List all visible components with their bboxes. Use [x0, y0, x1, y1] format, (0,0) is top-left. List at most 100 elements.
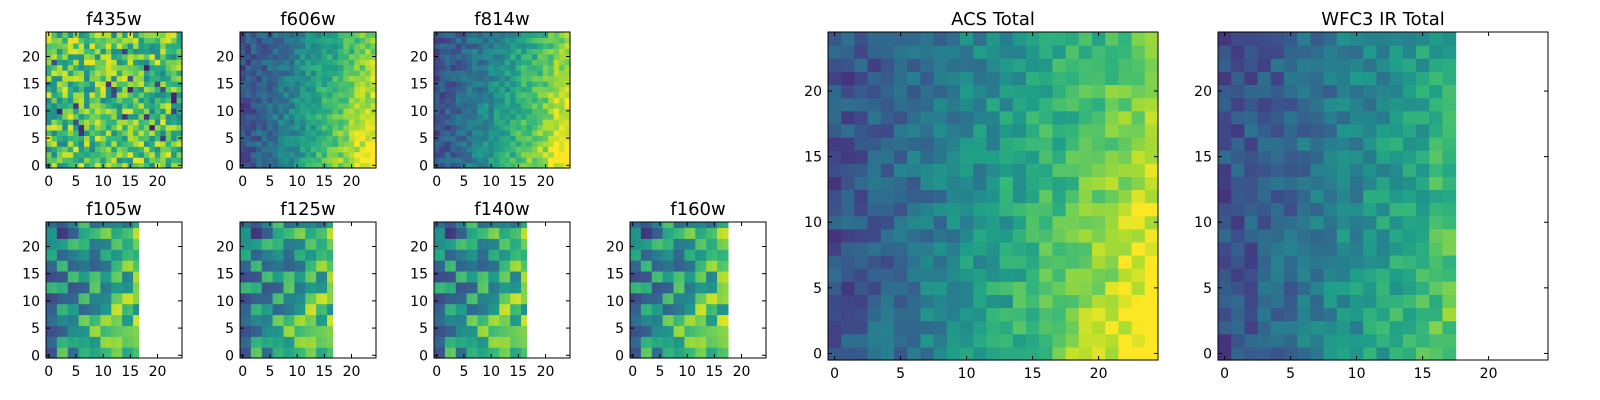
heatmap-cell [504, 227, 511, 234]
heatmap-cell [472, 75, 479, 82]
heatmap-cell [1218, 71, 1232, 86]
heatmap-cell [1231, 150, 1245, 164]
heatmap-cell [439, 151, 446, 158]
heatmap-cell [316, 270, 323, 277]
y-tick-label: 10 [410, 104, 428, 120]
heatmap-cell [466, 32, 473, 39]
heatmap-cell [84, 162, 91, 169]
heatmap-cell [920, 71, 935, 86]
heatmap-cell [1244, 110, 1259, 125]
heatmap-cell [1039, 110, 1053, 125]
heatmap-cell [684, 319, 691, 326]
heatmap-cell [920, 215, 935, 230]
heatmap-cell [1336, 150, 1351, 164]
heatmap-cell [105, 86, 112, 93]
heatmap-cell [111, 91, 118, 98]
heatmap-cell [89, 319, 96, 326]
heatmap-cell [1012, 255, 1027, 269]
heatmap-cell [553, 37, 560, 44]
heatmap-cell [105, 42, 112, 49]
heatmap-cell [472, 276, 479, 283]
heatmap-cell [439, 243, 446, 250]
heatmap-cell [466, 270, 473, 277]
heatmap-cell [1310, 150, 1325, 164]
heatmap-cell [920, 346, 935, 361]
heatmap-cell [245, 254, 252, 261]
heatmap-cell [548, 70, 555, 77]
heatmap-cell [299, 325, 306, 332]
heatmap-cell [472, 124, 479, 131]
heatmap-cell [717, 232, 724, 239]
heatmap-cell [1416, 136, 1430, 151]
heatmap-cell [127, 113, 134, 120]
heatmap-cell [973, 97, 987, 112]
heatmap-cell [635, 227, 642, 234]
heatmap-cell [933, 163, 948, 177]
heatmap-cell [116, 151, 123, 158]
heatmap-cell [1131, 45, 1146, 59]
heatmap-cell [986, 215, 1001, 230]
heatmap-cell [370, 48, 377, 55]
heatmap-cell [651, 309, 658, 316]
heatmap-cell [78, 146, 85, 153]
heatmap-cell [1297, 215, 1311, 230]
heatmap-cell [510, 124, 517, 131]
heatmap-cell [100, 80, 107, 87]
heatmap-cell [1105, 84, 1119, 99]
heatmap-cell [1429, 136, 1443, 151]
heatmap-cell [299, 113, 306, 120]
heatmap-cell [176, 97, 183, 104]
heatmap-cell [133, 48, 140, 55]
heatmap-cell [1284, 71, 1298, 86]
heatmap-cell [960, 84, 974, 99]
heatmap-cell [1026, 307, 1040, 322]
heatmap-cell [706, 287, 713, 294]
heatmap-cell [1118, 71, 1133, 86]
heatmap-cell [272, 97, 279, 104]
heatmap-cell [305, 325, 312, 332]
heatmap-cell [354, 129, 361, 136]
heatmap-cell [305, 80, 312, 87]
heatmap-cell [439, 97, 446, 104]
heatmap-cell [245, 270, 252, 277]
heatmap-cell [854, 58, 869, 72]
heatmap-cell [250, 243, 257, 250]
heatmap-cell [111, 42, 118, 49]
heatmap-cell [359, 75, 366, 82]
heatmap-cell [1065, 45, 1080, 59]
heatmap-cell [1323, 110, 1338, 125]
heatmap-cell [272, 298, 279, 305]
heatmap-cell [56, 59, 63, 66]
heatmap-cell [461, 37, 468, 44]
heatmap-cell [245, 276, 252, 283]
heatmap-cell [327, 75, 334, 82]
heatmap-cell [553, 124, 560, 131]
heatmap-cell [359, 86, 366, 93]
heatmap-cell [434, 42, 441, 49]
heatmap-cell [717, 227, 724, 234]
heatmap-cell [444, 319, 451, 326]
heatmap-cell [62, 102, 69, 109]
heatmap-cell [515, 254, 522, 261]
heatmap-cell [256, 162, 263, 169]
heatmap-cell [337, 113, 344, 120]
heatmap-cell [482, 243, 489, 250]
heatmap-cell [559, 157, 566, 164]
y-tick-label: 20 [804, 84, 822, 100]
heatmap-cell [343, 53, 350, 60]
heatmap-cell [841, 189, 855, 204]
heatmap-cell [673, 249, 680, 256]
heatmap-cell [461, 254, 468, 261]
heatmap-cell [354, 146, 361, 153]
heatmap-cell [973, 84, 987, 99]
heatmap-cell [482, 238, 489, 245]
heatmap-cell [960, 268, 974, 282]
heatmap-cell [149, 42, 156, 49]
heatmap-cell [1376, 150, 1391, 164]
heatmap-cell [94, 314, 101, 321]
heatmap-cell [51, 287, 58, 294]
heatmap-cell [310, 314, 317, 321]
heatmap-cell [510, 265, 517, 272]
heatmap-cell [105, 80, 112, 87]
heatmap-cell [283, 352, 290, 359]
